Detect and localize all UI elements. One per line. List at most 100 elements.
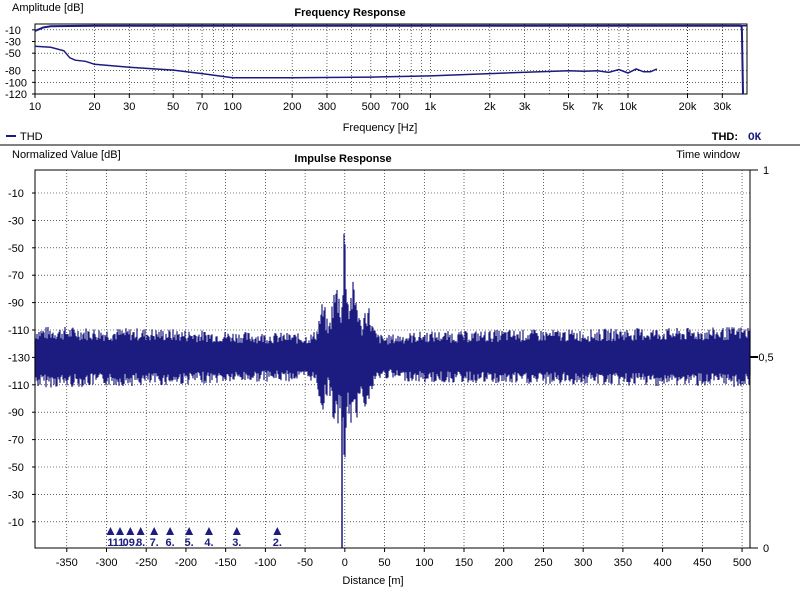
time-window-axis: 10,50 xyxy=(750,165,774,555)
reflection-marker-label: 8. xyxy=(136,537,145,549)
freq-y-tick-label: -30 xyxy=(5,37,21,49)
freq-y-tick-label: -80 xyxy=(5,66,21,78)
freq-x-tick-label: 5k xyxy=(563,101,575,113)
imp-x-ticks: -350 -300 -250 -200 -150 -100 -50 0 50 100 150 200 2… xyxy=(56,548,751,569)
freq-y-tick-label: -50 xyxy=(5,48,21,60)
reflection-marker[interactable] xyxy=(166,527,175,535)
reflection-marker[interactable] xyxy=(126,527,135,535)
reflection-marker[interactable] xyxy=(204,527,213,535)
imp-x-tick-label: 350 xyxy=(614,557,632,569)
imp-ylabel: Normalized Value [dB] xyxy=(12,149,121,161)
reflection-marker[interactable] xyxy=(136,527,145,535)
imp-y-tick-label: -130 xyxy=(8,352,30,364)
freq-grid xyxy=(35,24,747,94)
reflection-marker[interactable] xyxy=(116,527,125,535)
imp-x-tick-label: -350 xyxy=(56,557,78,569)
reflection-marker[interactable] xyxy=(273,527,282,535)
freq-x-tick-label: 500 xyxy=(362,101,380,113)
freq-x-tick-label: 300 xyxy=(318,101,336,113)
reflection-marker-label: 09. xyxy=(123,537,138,549)
freq-x-tick-label: 10k xyxy=(619,101,637,113)
reflection-marker-label: 5. xyxy=(185,537,194,549)
time-window-tick-label: 0,5 xyxy=(758,352,773,364)
imp-y-tick-label: -10 xyxy=(8,188,24,200)
amplitude-series-line xyxy=(34,24,744,95)
imp-y-tick-label: -50 xyxy=(8,243,24,255)
freq-y-tick-label: -10 xyxy=(5,25,21,37)
imp-y-tick-label: -70 xyxy=(8,435,24,447)
imp-x-tick-label: 100 xyxy=(415,557,433,569)
freq-ylabel: Amplitude [dB] xyxy=(12,2,84,14)
reflection-marker-label: 3. xyxy=(232,537,241,549)
freq-x-tick-label: 30k xyxy=(713,101,731,113)
freq-y-ticks: -10-30-50 -80-100-120 xyxy=(5,25,35,101)
freq-x-tick-label: 100 xyxy=(223,101,241,113)
thd-status-value: OK xyxy=(748,132,762,144)
freq-x-tick-label: 10 xyxy=(29,101,41,113)
reflection-marker-label: 2. xyxy=(273,537,282,549)
imp-x-tick-label: 200 xyxy=(495,557,513,569)
time-window-tick-label: 1 xyxy=(763,165,769,177)
imp-x-tick-label: -50 xyxy=(297,557,313,569)
imp-x-tick-label: -300 xyxy=(95,557,117,569)
imp-y-tick-label: -50 xyxy=(8,462,24,474)
impulse-waveform xyxy=(34,233,751,458)
imp-x-tick-label: 500 xyxy=(733,557,751,569)
imp-xlabel: Distance [m] xyxy=(342,575,403,587)
legend-thd-label[interactable]: THD xyxy=(20,131,43,143)
imp-y-tick-label: -90 xyxy=(8,298,24,310)
imp-x-tick-label: 50 xyxy=(378,557,390,569)
imp-y-tick-label: -30 xyxy=(8,489,24,501)
freq-x-tick-label: 200 xyxy=(283,101,301,113)
freq-title: Frequency Response xyxy=(294,7,405,19)
imp-y-ticks: -10 -30 -50 -70 -90 -110 -130 -110 -90 -70 -50 -30 -… xyxy=(8,188,35,529)
impulse-response-panel: Normalized Value [dB] Impulse Response T… xyxy=(8,149,774,587)
reflection-marker-label: 4. xyxy=(204,537,213,549)
reflection-marker[interactable] xyxy=(106,527,115,535)
imp-y-tick-label: -30 xyxy=(8,215,24,227)
freq-x-tick-label: 50 xyxy=(167,101,179,113)
time-window-tick-label: 0 xyxy=(763,543,769,555)
thd-status-label: THD: xyxy=(712,131,738,143)
freq-x-tick-label: 20 xyxy=(88,101,100,113)
reflection-marker[interactable] xyxy=(185,527,194,535)
reflection-markers: 1 11.09.8. 7. 6. 5. 4. 3. 2. xyxy=(106,527,282,549)
thd-series-line xyxy=(34,45,658,79)
freq-x-tick-label: 7k xyxy=(592,101,604,113)
imp-plot-frame xyxy=(34,169,751,549)
freq-y-tick-label: -100 xyxy=(5,77,27,89)
freq-x-tick-label: 700 xyxy=(391,101,409,113)
freq-y-tick-label: -120 xyxy=(5,89,27,101)
imp-x-tick-label: 450 xyxy=(693,557,711,569)
imp-x-tick-label: -200 xyxy=(175,557,197,569)
time-window-label: Time window xyxy=(676,149,740,161)
imp-x-tick-label: 400 xyxy=(653,557,671,569)
freq-x-ticks: 10 20 30 50 70 100 200 300 500 700 1k 2k 3k 5k 7k 10k 20… xyxy=(29,94,732,113)
reflection-marker-label: 6. xyxy=(165,537,174,549)
freq-x-tick-label: 2k xyxy=(484,101,496,113)
reflection-marker-label: 11. xyxy=(113,537,128,549)
imp-x-tick-label: -150 xyxy=(215,557,237,569)
freq-x-tick-label: 3k xyxy=(519,101,531,113)
imp-x-tick-label: 300 xyxy=(574,557,592,569)
freq-x-tick-label: 30 xyxy=(123,101,135,113)
frequency-response-panel: Amplitude [dB] Frequency Response -10-30… xyxy=(5,2,762,144)
reflection-marker[interactable] xyxy=(232,527,241,535)
imp-title: Impulse Response xyxy=(294,153,391,165)
freq-x-tick-label: 70 xyxy=(196,101,208,113)
freq-x-tick-label: 20k xyxy=(679,101,697,113)
freq-xlabel: Frequency [Hz] xyxy=(343,122,418,134)
reflection-marker-label: 1 xyxy=(107,537,113,549)
freq-plot-frame xyxy=(34,23,748,95)
imp-x-tick-label: 250 xyxy=(534,557,552,569)
imp-y-tick-label: -70 xyxy=(8,270,24,282)
reflection-marker[interactable] xyxy=(150,527,159,535)
imp-x-tick-label: -100 xyxy=(254,557,276,569)
imp-y-tick-label: -90 xyxy=(8,407,24,419)
imp-x-tick-label: 150 xyxy=(455,557,473,569)
imp-y-tick-label: -110 xyxy=(8,325,29,337)
imp-x-tick-label: 0 xyxy=(342,557,348,569)
imp-y-tick-label: -110 xyxy=(8,380,29,392)
imp-x-tick-label: -250 xyxy=(135,557,157,569)
